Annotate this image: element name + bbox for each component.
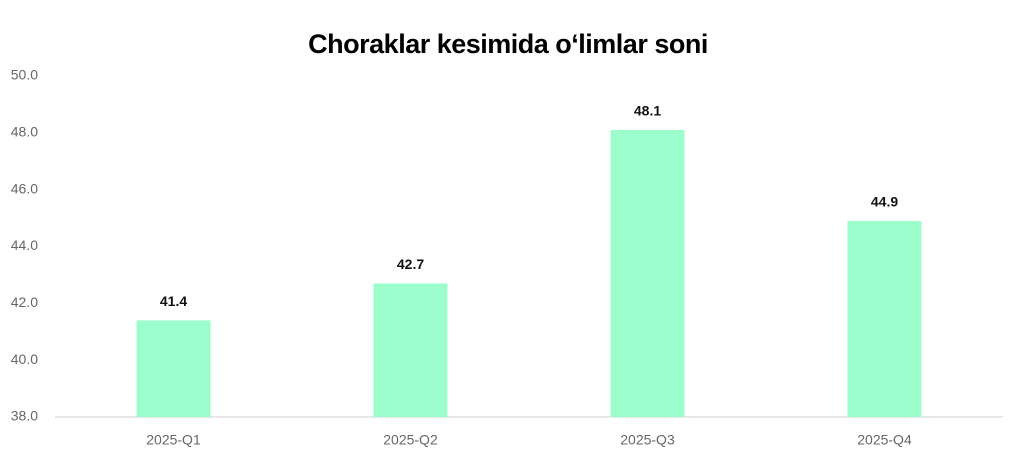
- value-label: 41.4: [160, 293, 187, 309]
- bar: [847, 220, 922, 417]
- bar: [610, 129, 685, 417]
- x-tick-label: 2025-Q1: [146, 432, 201, 448]
- value-label: 48.1: [634, 103, 661, 119]
- y-tick-label: 44.0: [11, 237, 38, 253]
- y-tick-label: 40.0: [11, 351, 38, 367]
- x-tick-label: 2025-Q2: [383, 432, 438, 448]
- bar: [373, 283, 448, 417]
- y-tick-label: 42.0: [11, 294, 38, 310]
- value-label: 42.7: [397, 256, 424, 272]
- y-tick-label: 48.0: [11, 124, 38, 140]
- chart-title: Choraklar kesimida o‘limlar soni: [308, 29, 708, 59]
- bar: [136, 320, 211, 417]
- y-tick-label: 46.0: [11, 180, 38, 196]
- x-tick-label: 2025-Q4: [857, 432, 912, 448]
- x-tick-label: 2025-Q3: [620, 432, 675, 448]
- value-label: 44.9: [871, 194, 898, 210]
- y-tick-label: 38.0: [11, 408, 38, 424]
- y-tick-label: 50.0: [11, 67, 38, 83]
